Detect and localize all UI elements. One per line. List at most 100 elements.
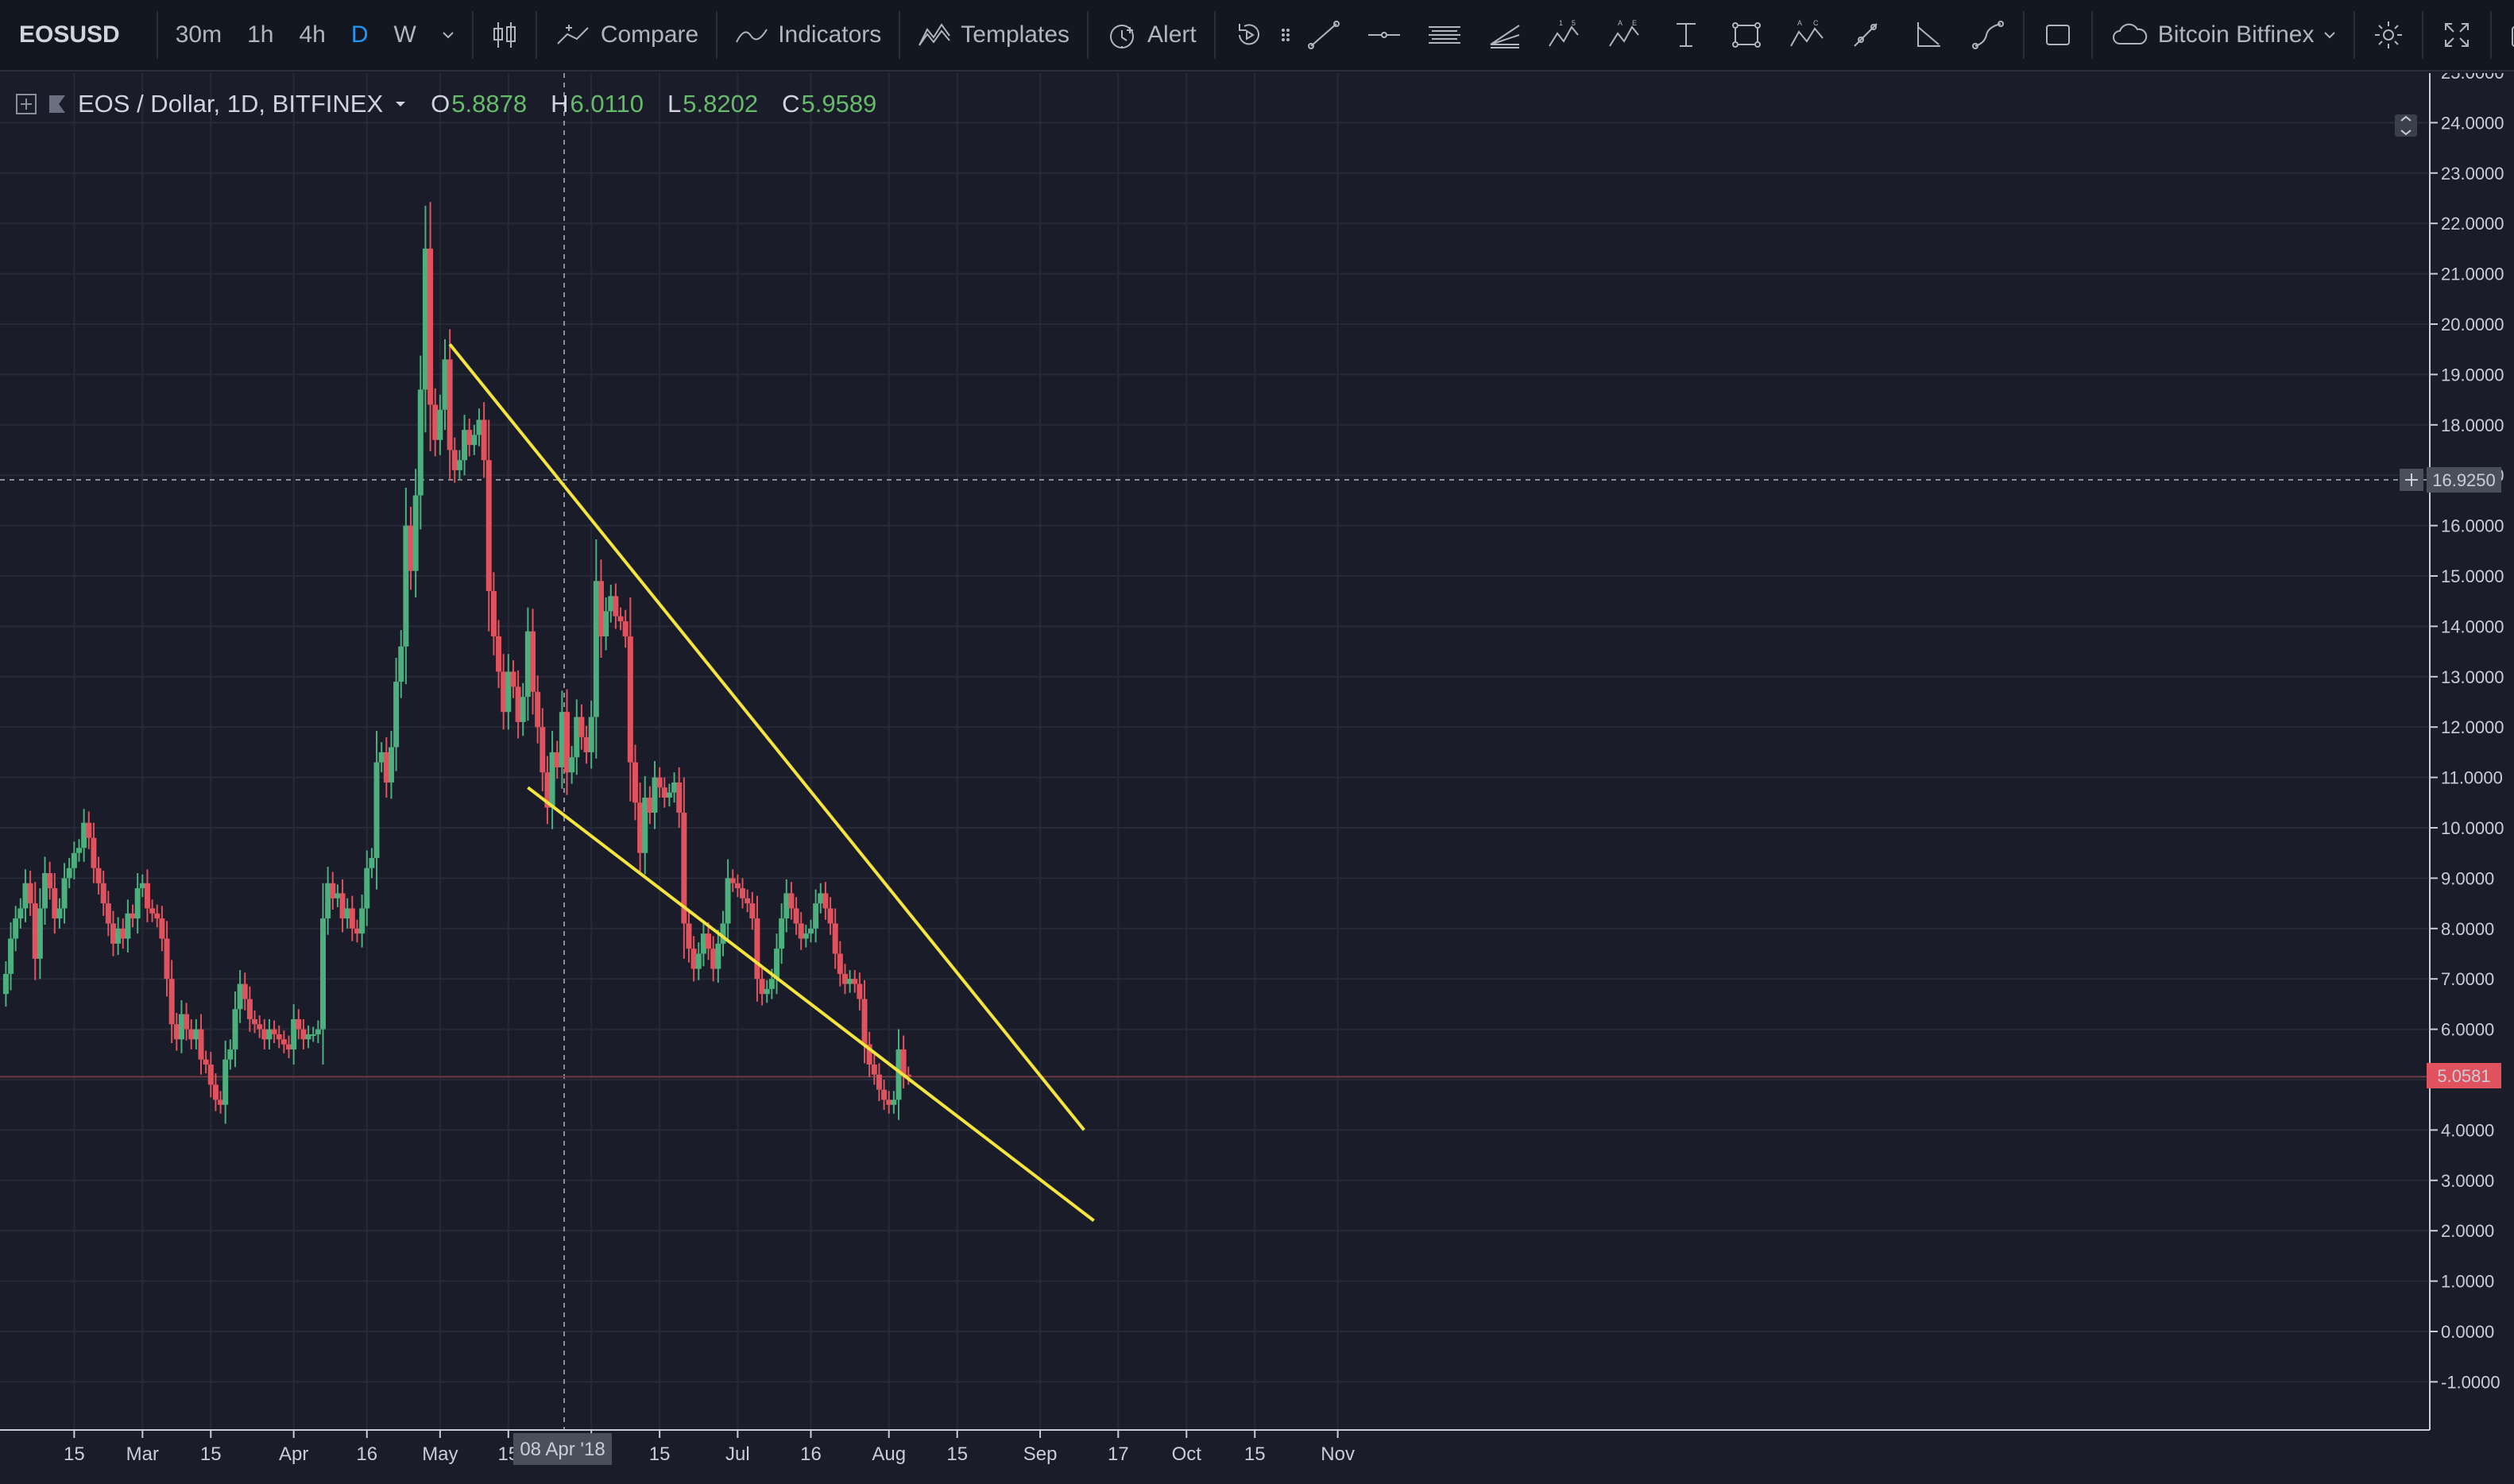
candle — [42, 856, 48, 926]
candle — [315, 1020, 321, 1044]
expand-plus-icon[interactable] — [16, 94, 37, 114]
candle-body — [393, 682, 400, 748]
replay-button[interactable] — [1220, 7, 1278, 63]
pitchfork-tool[interactable] — [1475, 7, 1535, 63]
candle-body — [451, 450, 458, 470]
interval-1h[interactable]: 1h — [247, 21, 274, 48]
candle-body — [871, 1064, 877, 1075]
candle — [564, 689, 570, 795]
crosshair-plus-button[interactable] — [2400, 469, 2423, 491]
interval-1w[interactable]: W — [393, 21, 416, 48]
svg-text:A: A — [1797, 19, 1802, 27]
candle — [671, 772, 678, 803]
interval-dropdown[interactable] — [429, 7, 467, 63]
parallel-channel-tool[interactable] — [1414, 7, 1475, 63]
candle — [608, 585, 614, 623]
candle — [788, 882, 795, 920]
exchange-button[interactable]: Bitcoin Bitfinex — [2098, 7, 2350, 63]
candle — [286, 1035, 292, 1059]
candle-body — [456, 460, 462, 470]
price-axis[interactable]: 25.0000 24.0000 23.0000 22.0000 21.0000 20.00… — [2429, 73, 2504, 1430]
symbol-search[interactable]: EOSUSD — [19, 21, 120, 48]
price-tick-label: 3.0000 — [2441, 1171, 2494, 1191]
settings-button[interactable] — [2360, 7, 2417, 63]
horizontal-line-icon — [1367, 32, 1400, 38]
candle-body — [749, 903, 756, 919]
caret-down-icon[interactable] — [394, 99, 407, 109]
alert-button[interactable]: Alert — [1093, 7, 1209, 63]
templates-button[interactable]: Templates — [905, 7, 1082, 63]
horizontal-ray-tool[interactable] — [1354, 7, 1414, 63]
scale-toggle-button[interactable] — [2395, 114, 2417, 137]
time-tick-label: May — [422, 1443, 458, 1465]
symbol-title[interactable]: EOS / Dollar, 1D, BITFINEX — [78, 90, 384, 118]
price-chart[interactable]: 25.0000 24.0000 23.0000 22.0000 21.0000 20.00… — [0, 73, 2514, 1484]
measure-tool[interactable] — [1897, 7, 1958, 63]
candle — [203, 1050, 209, 1074]
compare-button[interactable]: Compare — [542, 7, 711, 63]
candle-body — [188, 1029, 195, 1040]
candle-body — [403, 525, 409, 647]
candle — [164, 921, 170, 997]
candle-body — [841, 973, 848, 984]
candle — [447, 329, 453, 481]
drawing-toolbar-handle[interactable] — [1278, 7, 1294, 63]
fullscreen-toggle-button[interactable] — [2029, 7, 2087, 63]
toolbar-divider — [2090, 11, 2093, 59]
path-tool[interactable] — [1958, 7, 2018, 63]
candle-body — [2, 973, 9, 995]
candle — [681, 777, 687, 959]
svg-text:E: E — [1632, 19, 1637, 27]
trendline[interactable] — [448, 343, 1085, 1131]
candle — [661, 777, 667, 808]
indicators-button[interactable]: Indicators — [722, 7, 894, 63]
interval-4h[interactable]: 4h — [299, 21, 326, 48]
candle-body — [330, 883, 336, 899]
candle — [905, 1066, 911, 1085]
rectangle-tool[interactable] — [1716, 7, 1777, 63]
candle-body — [105, 903, 111, 924]
axis-badges: 16.9250 5.0581 08 Apr '18 — [513, 114, 2501, 1465]
candle — [559, 690, 565, 789]
price-tick-label: 6.0000 — [2441, 1020, 2494, 1040]
candle — [583, 725, 590, 764]
candle — [857, 972, 863, 1011]
candles-icon — [493, 22, 516, 48]
flag-icon[interactable] — [48, 94, 67, 114]
toolbar-divider — [899, 11, 901, 59]
candle — [32, 882, 38, 980]
candle-body — [544, 772, 551, 808]
interval-1d[interactable]: D — [350, 21, 369, 48]
brush-tool[interactable] — [1837, 7, 1897, 63]
candle-body — [505, 671, 512, 713]
candle — [793, 897, 799, 935]
candle-body — [462, 430, 468, 461]
candle — [783, 879, 790, 933]
interval-30m[interactable]: 30m — [175, 21, 222, 48]
candle — [520, 682, 526, 736]
trendline[interactable] — [527, 786, 1095, 1223]
candle-body — [91, 837, 97, 868]
trend-line-tool[interactable] — [1294, 7, 1354, 63]
chart-type-button[interactable] — [478, 7, 531, 63]
candle — [320, 883, 326, 1065]
candle-body — [530, 631, 536, 692]
candle-body — [583, 736, 590, 752]
trendlines[interactable] — [448, 343, 1095, 1223]
snapshot-button[interactable] — [2497, 7, 2514, 63]
candle — [524, 607, 531, 721]
candle — [471, 424, 478, 455]
price-tick-label: 14.0000 — [2441, 616, 2504, 636]
candle — [535, 675, 541, 744]
candle — [17, 898, 24, 929]
fullscreen-button[interactable] — [2428, 7, 2485, 63]
chart-grid — [0, 73, 2428, 1430]
text-tool[interactable] — [1656, 7, 1716, 63]
candle — [408, 506, 414, 590]
time-axis[interactable]: 15Mar15Apr16May15Jun15Jul16Aug15Sep17Oct… — [0, 1429, 2430, 1465]
toolbar-divider — [2022, 11, 2025, 59]
candle — [91, 822, 97, 883]
